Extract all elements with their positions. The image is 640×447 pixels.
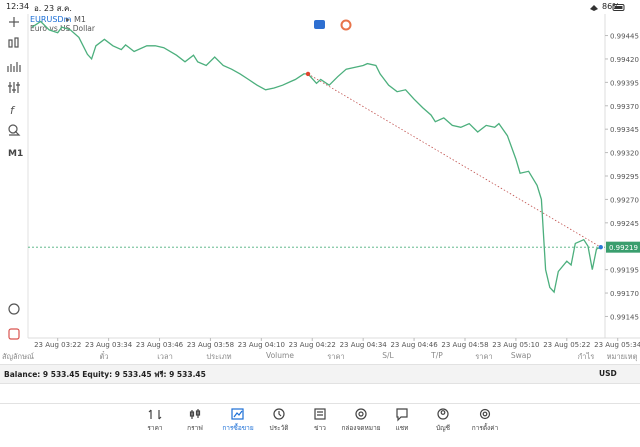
y-tick-label: 0.99370 (610, 103, 639, 111)
chart: f M1 EURUSDm ▸ M1 Euro vs US Dollar 0.99… (7, 14, 640, 349)
nav-item[interactable]: กราฟ (187, 424, 203, 432)
settings-tool[interactable] (8, 82, 20, 93)
x-tick-label: 23 Aug 05:22 (543, 341, 590, 349)
nav-item[interactable]: ประวัติ (269, 424, 289, 432)
nav-item[interactable]: กล่องจดหมาย (341, 424, 381, 432)
y-tick-label: 0.99170 (610, 290, 639, 298)
account-currency: USD (599, 369, 617, 378)
y-tick-label: 0.99245 (610, 220, 639, 228)
column-header: สัญลักษณ์ (1, 352, 35, 361)
column-header: เวลา (157, 352, 173, 361)
indicator-tool[interactable] (8, 37, 19, 48)
x-tick-label: 23 Aug 03:58 (187, 341, 234, 349)
nav-item[interactable]: การตั้งค่า (471, 424, 499, 432)
nav-item[interactable]: ข่าว (314, 424, 326, 432)
x-tick-label: 23 Aug 04:58 (441, 341, 488, 349)
last-point (598, 244, 603, 250)
y-tick-label: 0.99320 (610, 150, 639, 158)
left-toolbar: f (7, 17, 21, 340)
account-summary: Balance: 9 533.45 Equity: 9 533.45 ฟรี: … (4, 370, 206, 379)
x-tick-label: 23 Aug 03:34 (85, 341, 133, 349)
x-tick-label: 23 Aug 04:34 (340, 341, 388, 349)
symbol-description: Euro vs US Dollar (30, 24, 96, 33)
symbol-separator: ▸ (66, 15, 70, 24)
y-tick-label: 0.99395 (610, 79, 639, 87)
trade-link (307, 73, 601, 248)
x-tick-label: 23 Aug 04:46 (390, 341, 438, 349)
column-header: ราคา (475, 352, 493, 361)
y-tick-label: 0.99295 (610, 173, 639, 181)
column-header: หมายเหตุ (606, 352, 638, 361)
objects-tool[interactable] (8, 124, 21, 136)
nav-icons (148, 408, 491, 422)
column-header: Swap (510, 351, 532, 360)
y-tick-label: 0.99270 (610, 196, 639, 204)
column-header: กำไร (577, 352, 595, 361)
current-price-label: 0.99219 (609, 244, 638, 252)
x-tick-label: 23 Aug 05:10 (492, 341, 539, 349)
nav-item[interactable]: บัญชี (435, 424, 451, 432)
y-tick-label: 0.99420 (610, 56, 639, 64)
status-time: 12:34 (6, 2, 30, 11)
entry-marker (305, 71, 311, 77)
trade-tool[interactable] (8, 328, 20, 340)
nav-item[interactable]: แชท (395, 424, 409, 432)
x-tick-label: 23 Aug 04:10 (238, 341, 285, 349)
y-tick-label: 0.99345 (610, 126, 639, 134)
x-tick-label: 23 Aug 03:22 (34, 341, 81, 349)
column-header: ประเภท (206, 352, 232, 361)
x-tick-label: 23 Aug 03:46 (136, 341, 184, 349)
status-date: อ. 23 ส.ค. (34, 4, 72, 13)
chart-mode[interactable] (340, 19, 352, 31)
nav-item[interactable]: ราคา (147, 424, 163, 432)
x-tick-label: 23 Aug 05:34 (594, 341, 640, 349)
status-icons (590, 4, 625, 11)
account-bar: Balance: 9 533.45 Equity: 9 533.45 ฟรี: … (0, 364, 640, 384)
zoom-tool[interactable] (8, 303, 20, 315)
nav-divider (0, 403, 640, 404)
column-header: T/P (431, 351, 443, 360)
x-tick-label: 23 Aug 04:22 (289, 341, 336, 349)
svg-text:f: f (10, 104, 16, 117)
column-header: Volume (266, 351, 294, 360)
current-price-box (606, 241, 640, 253)
y-tick-label: 0.99145 (610, 313, 639, 321)
status-battery: 86% (602, 2, 620, 11)
column-header: S/L (382, 351, 394, 360)
bars-tool[interactable] (7, 62, 21, 72)
symbol: EURUSDm (30, 15, 72, 24)
nav-item-active[interactable]: การซื้อขาย (222, 424, 254, 432)
y-tick-label: 0.99195 (610, 267, 639, 275)
crosshair-tool[interactable] (9, 17, 19, 27)
timeframe-button[interactable]: M1 (8, 149, 23, 159)
column-header: ราคา (327, 352, 345, 361)
column-header: ตั๋ว (99, 352, 109, 361)
y-tick-label: 0.99445 (610, 33, 639, 41)
one-click-trading[interactable] (314, 20, 325, 29)
price-line (31, 20, 602, 294)
chart-timeframe: M1 (74, 15, 86, 24)
